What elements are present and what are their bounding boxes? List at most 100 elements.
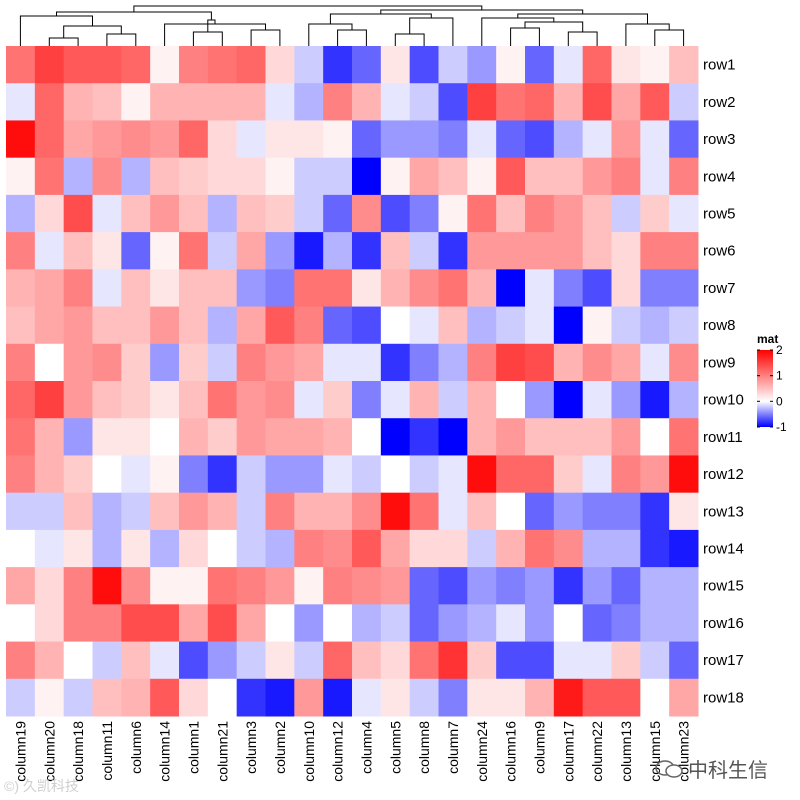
heatmap-cell [669, 343, 699, 382]
row-label: row16 [703, 615, 744, 632]
column-label: column22 [589, 721, 605, 782]
heatmap-cell [582, 343, 612, 382]
heatmap-cell [640, 194, 670, 233]
heatmap-cell [179, 157, 209, 196]
heatmap-cell [553, 343, 584, 382]
heatmap-cell [380, 343, 411, 382]
heatmap-cell [265, 381, 295, 419]
heatmap-cell [34, 567, 65, 605]
heatmap-cell [582, 120, 612, 159]
heatmap-cell [236, 269, 266, 308]
heatmap-cell [611, 567, 641, 605]
heatmap-cell [380, 418, 411, 456]
heatmap-cell [553, 120, 584, 159]
column-dendrogram [19, 5, 685, 46]
heatmap-cell [409, 343, 439, 382]
heatmap-cell [236, 641, 266, 680]
heatmap-cells [6, 46, 699, 717]
heatmap-cell [323, 83, 353, 121]
heatmap-cell [294, 46, 324, 84]
column-label: column12 [330, 721, 346, 782]
heatmap-cell [92, 641, 122, 680]
heatmap-cell [582, 83, 612, 121]
heatmap-cell [496, 306, 526, 345]
row-label: row17 [703, 652, 744, 669]
heatmap-cell [121, 46, 151, 84]
dendrogram-branch [409, 17, 454, 46]
heatmap-cell [496, 381, 526, 419]
heatmap-cell [63, 269, 93, 308]
heatmap-cell [611, 269, 641, 308]
heatmap-cell [179, 381, 209, 419]
heatmap-cell [496, 529, 526, 568]
row-label: row8 [703, 317, 736, 334]
heatmap-cell [121, 157, 151, 196]
heatmap-cell [63, 194, 93, 233]
heatmap-cell [438, 343, 468, 382]
heatmap-cell [179, 83, 209, 121]
heatmap-cell [6, 641, 36, 680]
heatmap-cell [409, 418, 439, 456]
heatmap-cell [496, 194, 526, 233]
heatmap-cell [467, 306, 497, 345]
heatmap-cell [63, 46, 93, 84]
heatmap-cell [669, 529, 699, 568]
heatmap-cell [582, 269, 612, 308]
heatmap-cell [265, 343, 295, 382]
heatmap-cell [438, 641, 468, 680]
heatmap-cell [207, 641, 238, 680]
heatmap-cell [553, 194, 584, 233]
heatmap-cell [265, 120, 295, 159]
heatmap-cell [323, 418, 353, 456]
heatmap-cell [265, 604, 295, 643]
heatmap-cell [409, 269, 439, 308]
legend-ticks: 2 1 0 -1 [757, 343, 787, 434]
heatmap-cell [352, 194, 382, 233]
heatmap-cell [525, 529, 555, 568]
heatmap-cell [179, 492, 209, 531]
heatmap-cell [265, 232, 295, 270]
heatmap-cell [63, 604, 93, 643]
heatmap-cell [179, 641, 209, 680]
heatmap-cell [150, 567, 180, 605]
heatmap-cell [669, 381, 699, 419]
legend-tick-label: 1 [776, 369, 783, 383]
heatmap-cell [6, 232, 36, 270]
heatmap-cell [409, 194, 439, 233]
row-label: row12 [703, 466, 744, 483]
heatmap-cell [611, 120, 641, 159]
heatmap-cell [294, 83, 324, 121]
heatmap-cell [323, 157, 353, 196]
row-label: row6 [703, 243, 736, 260]
heatmap-cell [553, 418, 584, 456]
heatmap-cell [34, 83, 65, 121]
heatmap-cell [34, 418, 65, 456]
heatmap-cell [236, 343, 266, 382]
heatmap-cell [294, 269, 324, 308]
heatmap-cell [150, 194, 180, 233]
heatmap-cell [121, 381, 151, 419]
heatmap-cell [6, 529, 36, 568]
heatmap-cell [438, 46, 468, 84]
heatmap-cell [611, 529, 641, 568]
dendrogram-branch [510, 27, 540, 46]
heatmap-cell [467, 641, 497, 680]
heatmap-cell [121, 418, 151, 456]
heatmap-cell [467, 83, 497, 121]
heatmap-cell [179, 194, 209, 233]
heatmap-cell [6, 194, 36, 233]
heatmap-cell [63, 418, 93, 456]
heatmap-cell [496, 232, 526, 270]
row-label: row5 [703, 206, 736, 223]
heatmap-cell [553, 567, 584, 605]
heatmap-cell [34, 306, 65, 345]
dendrogram-branch [250, 29, 281, 46]
heatmap-cell [380, 269, 411, 308]
heatmap-cell [236, 678, 266, 717]
heatmap-cell [150, 46, 180, 84]
heatmap-cell [380, 678, 411, 717]
heatmap-cell [582, 46, 612, 84]
heatmap-cell [438, 678, 468, 717]
heatmap-cell [150, 157, 180, 196]
heatmap-cell [669, 455, 699, 494]
